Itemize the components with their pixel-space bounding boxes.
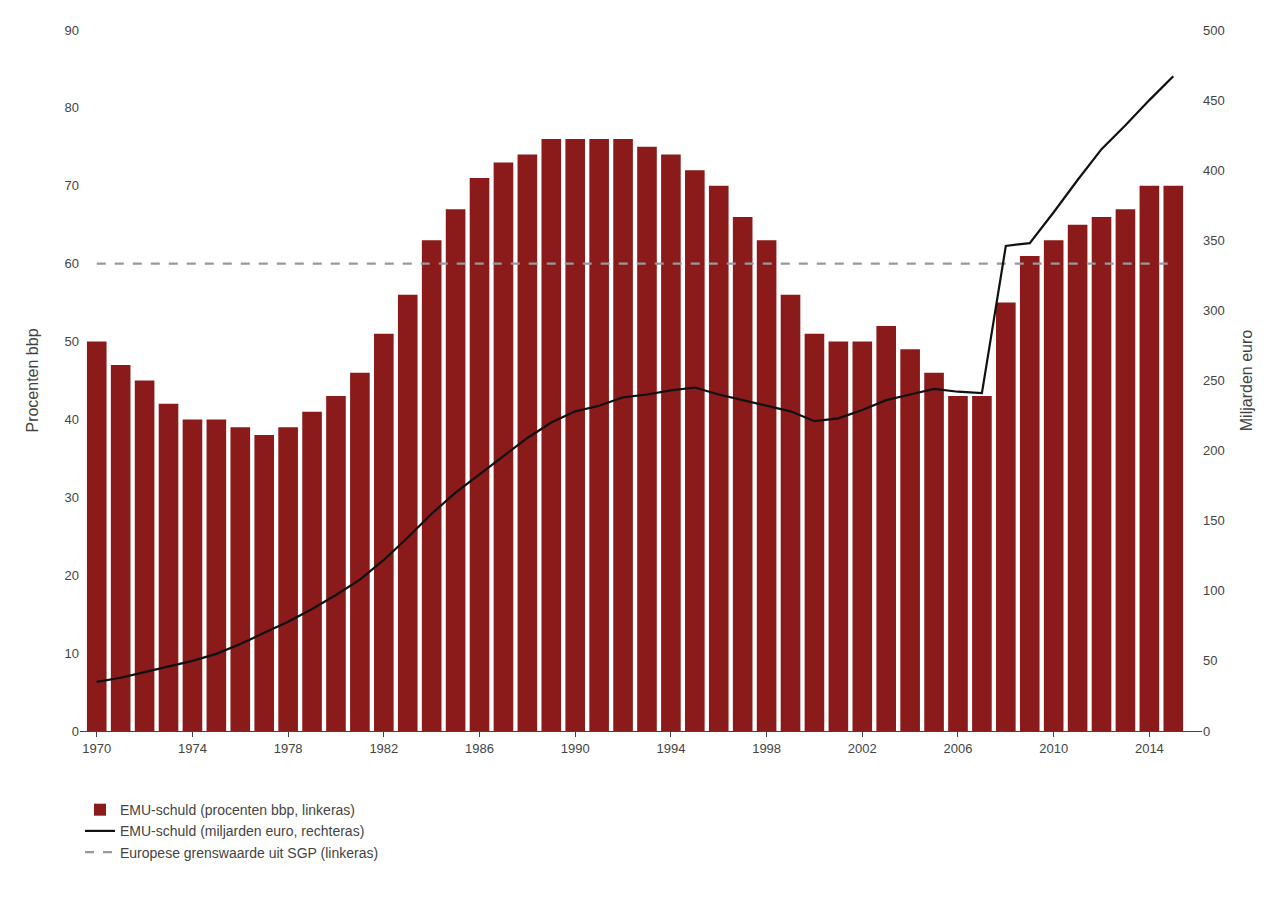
svg-text:EMU-schuld (procenten bbp, lin: EMU-schuld (procenten bbp, linkeras) bbox=[120, 802, 355, 818]
svg-text:1986: 1986 bbox=[465, 741, 494, 756]
svg-text:100: 100 bbox=[1203, 583, 1225, 598]
svg-text:2010: 2010 bbox=[1039, 741, 1068, 756]
svg-text:200: 200 bbox=[1203, 443, 1225, 458]
svg-text:2014: 2014 bbox=[1135, 741, 1164, 756]
svg-text:1998: 1998 bbox=[752, 741, 781, 756]
svg-text:2002: 2002 bbox=[848, 741, 877, 756]
svg-text:70: 70 bbox=[65, 178, 79, 193]
svg-text:Miljarden euro: Miljarden euro bbox=[1238, 330, 1255, 431]
svg-text:0: 0 bbox=[1203, 724, 1210, 739]
svg-text:250: 250 bbox=[1203, 373, 1225, 388]
svg-text:1990: 1990 bbox=[561, 741, 590, 756]
svg-text:1974: 1974 bbox=[178, 741, 207, 756]
svg-text:90: 90 bbox=[65, 23, 79, 38]
svg-text:1994: 1994 bbox=[656, 741, 685, 756]
svg-text:0: 0 bbox=[72, 724, 79, 739]
svg-text:300: 300 bbox=[1203, 303, 1225, 318]
svg-text:1970: 1970 bbox=[82, 741, 111, 756]
svg-text:400: 400 bbox=[1203, 163, 1225, 178]
svg-text:450: 450 bbox=[1203, 93, 1225, 108]
svg-text:30: 30 bbox=[65, 490, 79, 505]
svg-text:EMU-schuld (miljarden euro, re: EMU-schuld (miljarden euro, rechteras) bbox=[120, 823, 364, 839]
svg-text:Procenten bbp: Procenten bbp bbox=[24, 328, 41, 432]
svg-text:20: 20 bbox=[65, 568, 79, 583]
svg-text:50: 50 bbox=[65, 334, 79, 349]
svg-text:150: 150 bbox=[1203, 513, 1225, 528]
svg-text:50: 50 bbox=[1203, 653, 1217, 668]
svg-text:350: 350 bbox=[1203, 233, 1225, 248]
svg-text:10: 10 bbox=[65, 646, 79, 661]
svg-text:40: 40 bbox=[65, 412, 79, 427]
svg-text:80: 80 bbox=[65, 100, 79, 115]
svg-text:Europese grenswaarde uit SGP (: Europese grenswaarde uit SGP (linkeras) bbox=[120, 845, 378, 861]
svg-text:1982: 1982 bbox=[369, 741, 398, 756]
svg-text:1978: 1978 bbox=[274, 741, 303, 756]
svg-text:2006: 2006 bbox=[944, 741, 973, 756]
svg-text:60: 60 bbox=[65, 256, 79, 271]
svg-text:500: 500 bbox=[1203, 23, 1225, 38]
